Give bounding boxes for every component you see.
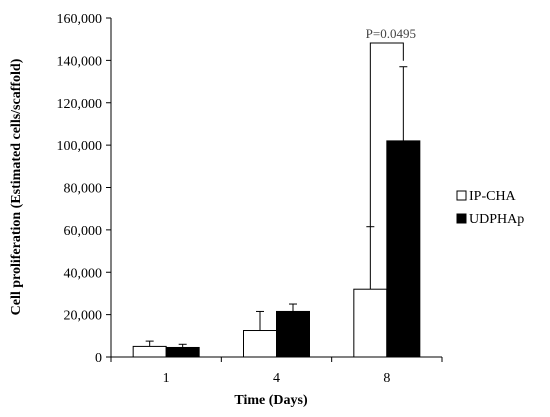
- legend-swatch-ip-cha: [456, 190, 467, 201]
- bars: [132, 140, 421, 358]
- y-tick-label: 20,000: [64, 309, 103, 324]
- x-tick-label: 8: [383, 371, 390, 386]
- legend: IP-CHA UDPHAp: [456, 189, 524, 227]
- bar-udphap-day-8: [386, 140, 421, 358]
- y-tick-label: 60,000: [64, 224, 103, 239]
- legend-swatch-udphap: [456, 213, 467, 224]
- y-tick-label: 80,000: [64, 182, 103, 197]
- x-axis-title: Time (Days): [234, 393, 308, 408]
- bar-udphap-day-1: [165, 346, 200, 358]
- y-tick-label: 120,000: [57, 97, 103, 112]
- x-tick-label: 4: [273, 371, 280, 386]
- bar-ip-cha-day-1: [132, 345, 167, 358]
- legend-label-udphap: UDPHAp: [469, 212, 524, 227]
- bar-udphap-day-4: [276, 310, 310, 358]
- p-value-label: P=0.0495: [366, 26, 416, 41]
- y-tick-label: 0: [95, 351, 102, 366]
- bar-ip-cha-day-4: [243, 330, 277, 358]
- y-tick-label: 100,000: [57, 139, 103, 154]
- y-tick-label: 160,000: [57, 12, 103, 27]
- significance-bracket: [369, 42, 404, 227]
- y-tick-label: 40,000: [64, 266, 103, 281]
- legend-label-ip-cha: IP-CHA: [469, 189, 517, 204]
- bar-ip-cha-day-8: [353, 288, 388, 358]
- y-tick-label: 140,000: [57, 54, 103, 69]
- annotations: P=0.0495: [366, 26, 416, 227]
- axes: 0 20,000 40,000 60,000 80,000 100,000 120,000 1…: [57, 12, 443, 386]
- y-axis-title: Cell proliferation (Estimated cells/scaf…: [9, 58, 24, 315]
- x-tick-label: 1: [163, 371, 170, 386]
